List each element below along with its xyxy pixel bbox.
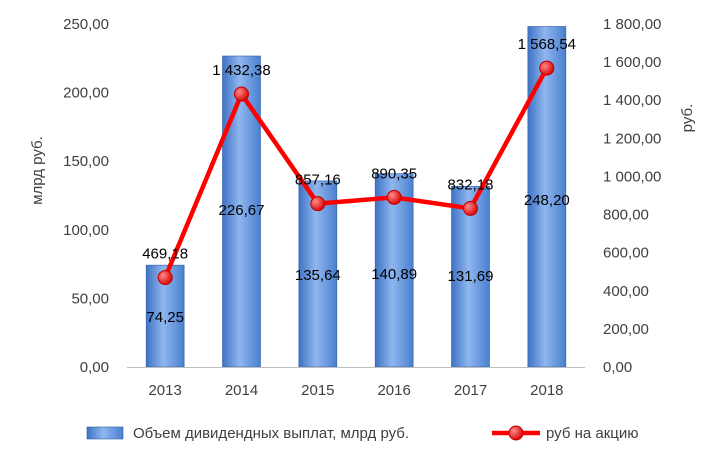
line-data-label: 469,18 (142, 246, 188, 263)
line-point-2014 (234, 86, 249, 102)
line-data-label: 857,16 (295, 172, 341, 189)
left-tick-label: 0,00 (80, 359, 109, 376)
x-tick-label: 2015 (301, 382, 334, 399)
bars-layer (145, 26, 567, 368)
bar-data-label: 74,25 (146, 309, 184, 326)
x-tick-label: 2013 (148, 382, 181, 399)
left-axis-title: млрд руб. (29, 136, 46, 205)
line-point-2018 (539, 60, 555, 76)
right-tick-label: 1 000,00 (603, 168, 661, 185)
x-tick-label: 2016 (377, 382, 410, 399)
legend-line-label: руб на акцию (546, 425, 639, 442)
line-series (163, 67, 549, 279)
bar-data-label: 135,64 (295, 267, 341, 284)
bar-2017 (451, 186, 490, 368)
right-tick-label: 0,00 (603, 359, 632, 376)
right-tick-label: 1 600,00 (603, 54, 661, 71)
line-data-label: 1 432,38 (212, 62, 270, 79)
legend-bar-swatch (86, 426, 124, 440)
line-data-label: 890,35 (371, 165, 417, 182)
right-tick-label: 600,00 (603, 245, 649, 262)
line-point-2017 (463, 200, 478, 216)
right-axis-title: руб. (679, 104, 696, 133)
left-tick-label: 150,00 (63, 153, 109, 170)
right-tick-label: 1 800,00 (603, 16, 661, 33)
left-tick-label: 200,00 (63, 85, 109, 102)
bar-data-label: 140,89 (371, 266, 417, 283)
legend: Объем дивидендных выплат, млрд руб. руб н… (86, 425, 639, 442)
line-data-label: 832,18 (448, 176, 494, 193)
right-tick-label: 400,00 (603, 283, 649, 300)
x-tick-label: 2014 (225, 382, 258, 399)
legend-line-marker (508, 425, 524, 441)
left-tick-label: 100,00 (63, 222, 109, 239)
right-tick-label: 1 400,00 (603, 92, 661, 109)
bar-2018 (527, 26, 567, 368)
labels-layer: 74,25 226,67 135,64 140,89 131,69 248,20 469,1… (142, 36, 576, 326)
x-tick-label: 2018 (530, 382, 563, 399)
axes-layer: 0,00 50,00 100,00 150,00 200,00 250,00 0,00 200… (29, 16, 696, 399)
right-tick-label: 1 200,00 (603, 130, 661, 147)
bar-2016 (374, 173, 414, 368)
line-point-2013 (157, 270, 173, 286)
bar-data-label: 131,69 (448, 268, 494, 285)
line-layer (157, 60, 555, 286)
line-point-2015 (310, 196, 326, 212)
legend-bar-label: Объем дивидендных выплат, млрд руб. (133, 425, 409, 442)
right-tick-label: 800,00 (603, 207, 649, 224)
left-tick-label: 250,00 (63, 16, 109, 33)
line-point-2016 (386, 189, 402, 205)
bar-2015 (298, 180, 338, 368)
bar-2014 (222, 55, 261, 368)
left-tick-label: 50,00 (71, 290, 109, 307)
x-tick-label: 2017 (454, 382, 487, 399)
bar-data-label: 226,67 (219, 202, 265, 219)
line-data-label: 1 568,54 (518, 36, 576, 53)
bar-data-label: 248,20 (524, 192, 570, 209)
right-tick-label: 200,00 (603, 321, 649, 338)
